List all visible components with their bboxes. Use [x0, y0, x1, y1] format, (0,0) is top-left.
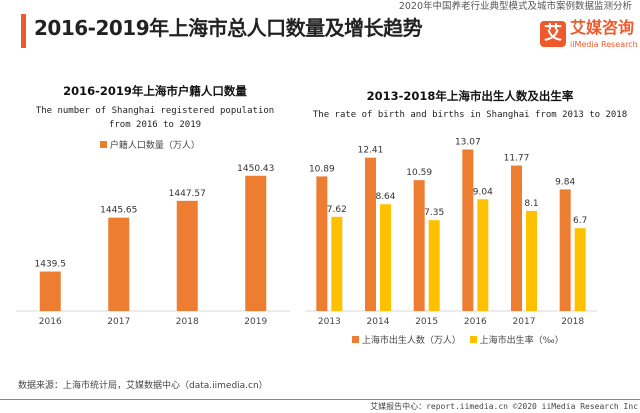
bar — [413, 180, 425, 311]
legend-swatch — [352, 336, 359, 343]
bar — [108, 217, 130, 311]
bar — [331, 216, 343, 311]
x-tick-label: 2017 — [513, 317, 536, 327]
bar — [380, 204, 391, 311]
data-label: 9.84 — [555, 177, 575, 187]
footer-copyright: 艾媒报告中心：report.iimedia.cn ©2020 iiMedia R… — [370, 402, 638, 411]
legend-swatch — [100, 141, 107, 148]
legend-label: 上海市出生率（‰） — [479, 336, 564, 346]
data-label: 8.1 — [524, 199, 538, 209]
x-tick-label: 2018 — [561, 317, 584, 327]
right-legend: 上海市出生人数（万人） 上海市出生率（‰） — [352, 336, 564, 347]
data-label: 1450.43 — [237, 164, 274, 174]
left-chart-title: 2016-2019年上海市户籍人口数量 — [63, 84, 247, 98]
data-label: 1447.57 — [169, 189, 206, 199]
x-tick-label: 2015 — [415, 317, 438, 327]
data-label: 6.7 — [573, 216, 587, 226]
data-source: 数据来源：上海市统计局，艾媒数据中心（data.iimedia.cn） — [18, 381, 268, 391]
data-label: 11.77 — [504, 154, 530, 164]
x-tick-label: 2016 — [464, 317, 487, 327]
left-chart-subtitle: The number of Shanghai registered popula… — [35, 106, 275, 130]
data-label: 9.04 — [473, 187, 493, 197]
data-label: 1439.5 — [35, 260, 67, 270]
right-chart-title: 2013-2018年上海市出生人数及出生率 — [366, 89, 574, 103]
data-label: 13.07 — [455, 137, 481, 147]
bar — [39, 271, 61, 311]
bar — [365, 157, 376, 311]
x-tick-label: 2014 — [367, 317, 390, 327]
x-tick-label: 2017 — [107, 317, 130, 327]
left-legend: 户籍人口数量（万人） — [100, 141, 200, 152]
report-note: 2020年中国养老行业典型模式及城市案例数据监测分析 — [398, 1, 632, 12]
logo-mark: 艾 — [540, 21, 566, 47]
bar — [526, 210, 537, 311]
x-tick-label: 2018 — [176, 317, 199, 327]
bar — [428, 220, 440, 311]
left-bar-chart: 1439.5 2016 1445.65 2017 1447.57 2018 1450.43 2… — [16, 164, 290, 327]
bar — [316, 176, 328, 311]
data-label: 1445.65 — [100, 206, 137, 216]
page-title: 2016-2019年上海市总人口数量及增长趋势 — [34, 16, 423, 40]
bar — [559, 189, 571, 311]
data-label: 10.89 — [309, 164, 335, 174]
data-label: 7.35 — [424, 208, 444, 218]
data-label: 12.41 — [358, 146, 384, 156]
iimedia-logo: 艾 艾媒咨询 iiMedia Research — [540, 19, 638, 51]
data-label: 8.64 — [375, 192, 395, 202]
legend-label: 户籍人口数量（万人） — [109, 141, 200, 151]
footer-divider — [0, 399, 640, 400]
bar — [511, 165, 522, 311]
legend-label: 上海市出生人数（万人） — [361, 336, 461, 346]
bar — [477, 199, 489, 311]
right-chart-subtitle: The rate of birth and births in Shanghai… — [312, 110, 628, 120]
bar — [176, 200, 198, 311]
bar — [245, 175, 267, 311]
data-label: 7.62 — [327, 205, 347, 215]
logo-text-en: iiMedia Research — [570, 40, 638, 49]
x-tick-label: 2016 — [39, 317, 62, 327]
logo-text-cn: 艾媒咨询 — [570, 18, 635, 37]
bar — [574, 228, 586, 311]
title-accent-bar — [21, 14, 26, 48]
legend-swatch — [469, 336, 477, 343]
right-bar-chart: 10.89 7.62 2013 12.41 8.64 2014 10.59 7.35 2015 1… — [305, 137, 597, 327]
x-tick-label: 2019 — [244, 317, 267, 327]
x-tick-label: 2013 — [318, 317, 341, 327]
data-label: 10.59 — [406, 168, 432, 178]
bar — [462, 149, 474, 311]
